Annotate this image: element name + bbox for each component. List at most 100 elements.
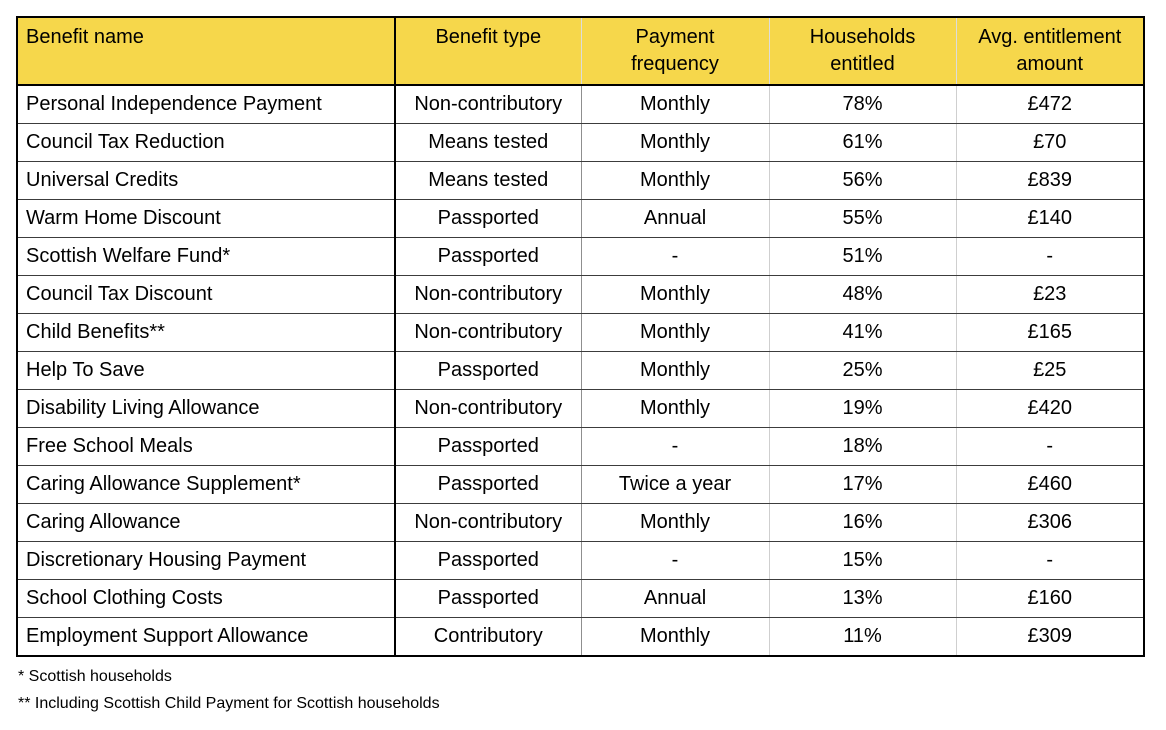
cell-benefit-name: School Clothing Costs	[17, 579, 396, 618]
table-row: Discretionary Housing Payment Passported…	[17, 541, 1144, 580]
cell-benefit-name: Warm Home Discount	[17, 199, 396, 238]
cell-benefit-type: Non-contributory	[395, 85, 582, 124]
cell-payment-frequency: Monthly	[581, 313, 770, 352]
cell-benefit-name: Discretionary Housing Payment	[17, 541, 396, 580]
cell-avg-entitlement-amount: £25	[956, 351, 1144, 390]
cell-payment-frequency: Twice a year	[581, 465, 770, 504]
cell-payment-frequency: Annual	[581, 199, 770, 238]
table-row: Help To Save Passported Monthly 25% £25	[17, 351, 1144, 390]
cell-households-entitled: 61%	[769, 123, 957, 162]
cell-avg-entitlement-amount: -	[956, 427, 1144, 466]
table-row: Free School Meals Passported - 18% -	[17, 427, 1144, 466]
column-header-avg-entitlement-amount: Avg. entitlement amount	[956, 17, 1144, 86]
table-row: Universal Credits Means tested Monthly 5…	[17, 161, 1144, 200]
cell-avg-entitlement-amount: £160	[956, 579, 1144, 618]
cell-benefit-type: Passported	[395, 199, 582, 238]
cell-benefit-name: Free School Meals	[17, 427, 396, 466]
cell-avg-entitlement-amount: -	[956, 541, 1144, 580]
cell-benefit-type: Passported	[395, 541, 582, 580]
cell-benefit-name: Disability Living Allowance	[17, 389, 396, 428]
cell-households-entitled: 11%	[769, 617, 957, 657]
cell-avg-entitlement-amount: £306	[956, 503, 1144, 542]
cell-payment-frequency: Monthly	[581, 161, 770, 200]
cell-payment-frequency: Monthly	[581, 275, 770, 314]
cell-benefit-type: Non-contributory	[395, 389, 582, 428]
table-row: School Clothing Costs Passported Annual …	[17, 579, 1144, 618]
cell-payment-frequency: Monthly	[581, 503, 770, 542]
cell-avg-entitlement-amount: £420	[956, 389, 1144, 428]
cell-benefit-name: Scottish Welfare Fund*	[17, 237, 396, 276]
cell-benefit-type: Non-contributory	[395, 313, 582, 352]
cell-payment-frequency: -	[581, 237, 770, 276]
cell-benefit-type: Passported	[395, 427, 582, 466]
cell-benefit-name: Universal Credits	[17, 161, 396, 200]
cell-households-entitled: 17%	[769, 465, 957, 504]
cell-payment-frequency: Monthly	[581, 617, 770, 657]
cell-benefit-type: Means tested	[395, 123, 582, 162]
cell-benefit-name: Help To Save	[17, 351, 396, 390]
cell-avg-entitlement-amount: -	[956, 237, 1144, 276]
footnote-scottish-households: * Scottish households	[18, 668, 172, 685]
cell-households-entitled: 19%	[769, 389, 957, 428]
cell-households-entitled: 15%	[769, 541, 957, 580]
table-row: Disability Living Allowance Non-contribu…	[17, 389, 1144, 428]
cell-benefit-type: Passported	[395, 579, 582, 618]
cell-households-entitled: 78%	[769, 85, 957, 124]
cell-benefit-type: Non-contributory	[395, 503, 582, 542]
cell-benefit-name: Caring Allowance Supplement*	[17, 465, 396, 504]
column-header-households-entitled: Households entitled	[769, 17, 957, 86]
cell-payment-frequency: Annual	[581, 579, 770, 618]
cell-households-entitled: 25%	[769, 351, 957, 390]
cell-benefit-type: Passported	[395, 465, 582, 504]
cell-avg-entitlement-amount: £472	[956, 85, 1144, 124]
cell-households-entitled: 55%	[769, 199, 957, 238]
cell-households-entitled: 48%	[769, 275, 957, 314]
cell-benefit-type: Non-contributory	[395, 275, 582, 314]
cell-payment-frequency: Monthly	[581, 389, 770, 428]
cell-avg-entitlement-amount: £70	[956, 123, 1144, 162]
cell-benefit-type: Means tested	[395, 161, 582, 200]
table-row: Council Tax Reduction Means tested Month…	[17, 123, 1144, 162]
table-row: Employment Support Allowance Contributor…	[17, 617, 1144, 657]
table-row: Council Tax Discount Non-contributory Mo…	[17, 275, 1144, 314]
column-header-benefit-type: Benefit type	[395, 17, 582, 86]
cell-households-entitled: 41%	[769, 313, 957, 352]
cell-payment-frequency: Monthly	[581, 123, 770, 162]
cell-benefit-type: Contributory	[395, 617, 582, 657]
cell-avg-entitlement-amount: £309	[956, 617, 1144, 657]
cell-payment-frequency: -	[581, 427, 770, 466]
table-row: Caring Allowance Non-contributory Monthl…	[17, 503, 1144, 542]
cell-households-entitled: 16%	[769, 503, 957, 542]
footnote-scottish-child-payment: ** Including Scottish Child Payment for …	[18, 695, 440, 712]
cell-avg-entitlement-amount: £460	[956, 465, 1144, 504]
table-row: Scottish Welfare Fund* Passported - 51% …	[17, 237, 1144, 276]
table-body: Personal Independence Payment Non-contri…	[17, 85, 1144, 657]
cell-payment-frequency: Monthly	[581, 351, 770, 390]
cell-avg-entitlement-amount: £165	[956, 313, 1144, 352]
cell-payment-frequency: -	[581, 541, 770, 580]
footnotes: * Scottish households ** Including Scott…	[18, 663, 440, 717]
cell-avg-entitlement-amount: £839	[956, 161, 1144, 200]
cell-avg-entitlement-amount: £140	[956, 199, 1144, 238]
column-header-benefit-name: Benefit name	[17, 17, 396, 86]
cell-benefit-name: Employment Support Allowance	[17, 617, 396, 657]
cell-payment-frequency: Monthly	[581, 85, 770, 124]
cell-households-entitled: 51%	[769, 237, 957, 276]
cell-benefit-name: Child Benefits**	[17, 313, 396, 352]
cell-households-entitled: 56%	[769, 161, 957, 200]
cell-households-entitled: 18%	[769, 427, 957, 466]
column-header-payment-frequency: Payment frequency	[581, 17, 770, 86]
cell-benefit-type: Passported	[395, 237, 582, 276]
cell-benefit-name: Caring Allowance	[17, 503, 396, 542]
cell-benefit-name: Personal Independence Payment	[17, 85, 396, 124]
cell-benefit-name: Council Tax Reduction	[17, 123, 396, 162]
table-row: Caring Allowance Supplement* Passported …	[17, 465, 1144, 504]
table-row: Child Benefits** Non-contributory Monthl…	[17, 313, 1144, 352]
cell-benefit-type: Passported	[395, 351, 582, 390]
table-row: Personal Independence Payment Non-contri…	[17, 85, 1144, 124]
table-header-row: Benefit name Benefit type Payment freque…	[17, 17, 1144, 86]
cell-households-entitled: 13%	[769, 579, 957, 618]
table-row: Warm Home Discount Passported Annual 55%…	[17, 199, 1144, 238]
benefits-table: Benefit name Benefit type Payment freque…	[16, 16, 1145, 657]
